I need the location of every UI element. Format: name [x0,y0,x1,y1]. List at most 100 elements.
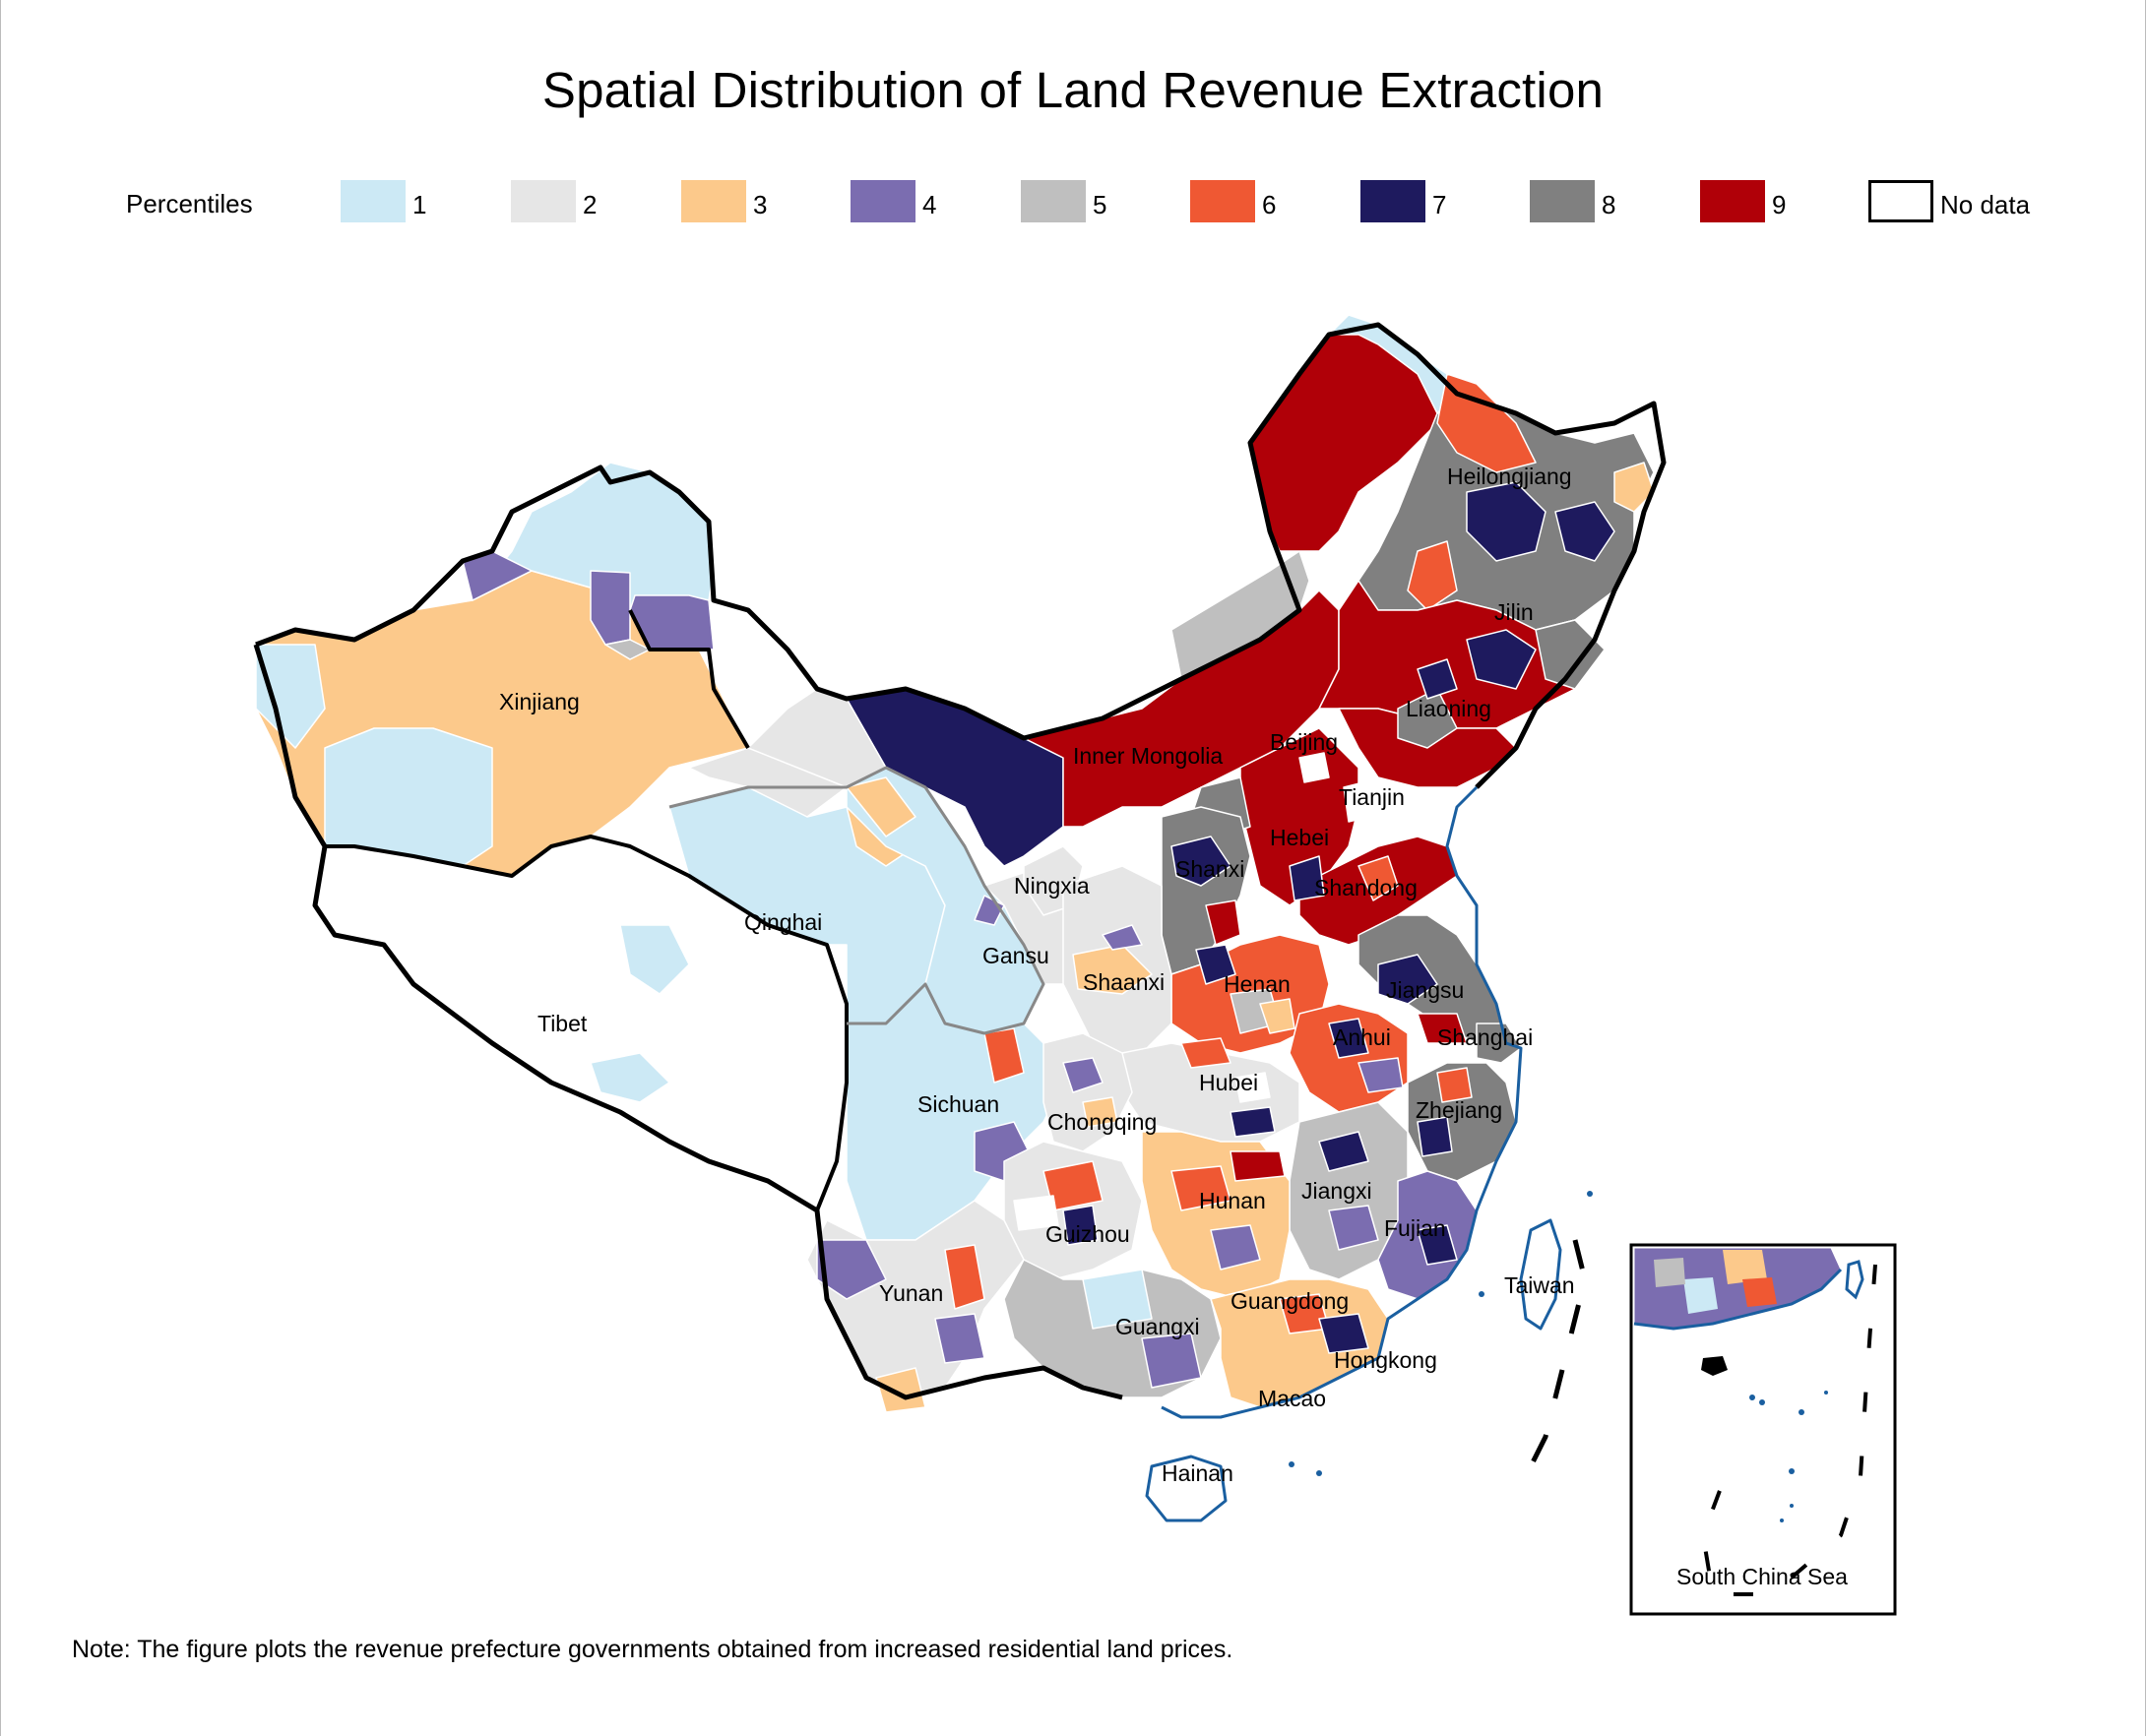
label-jilin: Jilin [1494,599,1534,625]
label-sichuan: Sichuan [917,1091,999,1117]
region-jiangsu-9 [1417,1013,1468,1044]
region-zhejiang-7 [1417,1116,1453,1157]
legend-swatch-5 [1021,180,1086,222]
region-guangxi-1 [1082,1269,1153,1330]
label-hubei: Hubei [1199,1070,1258,1095]
inset-island-2 [1759,1399,1765,1405]
region-hebei [1239,727,1359,906]
inset-mainland-5 [1654,1258,1685,1287]
legend-label-5: 5 [1093,190,1107,219]
label-beijing: Beijing [1270,729,1338,755]
region-guizhou-7 [1062,1205,1099,1246]
legend-swatch-no-data [1868,180,1933,222]
figure-note: Note: The figure plots the revenue prefe… [72,1636,1233,1663]
legend-label-8: 8 [1602,190,1616,219]
legend-swatch-1 [341,180,406,222]
inset-mainland-6 [1742,1277,1777,1307]
region-heilongjiang-3 [1613,462,1655,513]
region-yunnan-3 [875,1367,926,1413]
legend-swatch-9 [1700,180,1765,222]
label-fujian: Fujian [1384,1215,1446,1241]
inset-mainland-1 [1683,1277,1718,1314]
label-ningxia: Ningxia [1014,873,1090,899]
region-yunnan-4a [816,1239,887,1300]
inset-island-3 [1799,1409,1804,1415]
label-macao: Macao [1258,1386,1326,1411]
region-beijing [1298,752,1330,783]
region-hubei-6 [1180,1037,1231,1069]
inset-island-1 [1749,1395,1755,1400]
region-hainan [1145,1455,1228,1522]
legend-label-9: 9 [1772,190,1787,219]
boundaries [253,322,1667,1419]
sea-island-3 [1479,1291,1484,1297]
region-shaanxi-4 [1102,924,1143,951]
region-jiangxi-4 [1328,1205,1379,1251]
region-hubei-nodata [1234,1072,1271,1103]
label-qinghai: Qinghai [744,909,822,935]
legend-label-no-data: No data [1940,190,2031,219]
region-heilongjiang-7b [1554,501,1615,562]
region-shandong-7 [1289,855,1325,901]
inset-island-7 [1824,1391,1828,1395]
legend-label-1: 1 [412,190,427,219]
legend-swatch-2 [511,180,576,222]
nine-dash-line-main [1518,1239,1588,1488]
region-guizhou-nodata [1013,1195,1059,1231]
legend-swatch-6 [1190,180,1255,222]
region-xinjiang-west [255,644,326,749]
sea-island-2 [1316,1470,1322,1476]
inset-island-6 [1780,1519,1784,1522]
region-shanxi-9 [1205,899,1241,946]
label-gansu: Gansu [982,943,1049,968]
region-chongqing-4 [1062,1057,1104,1093]
region-guangxi-4 [1141,1333,1202,1389]
region-tibet-spot-1 [590,1052,670,1103]
region-jilin-8 [1535,619,1606,690]
sea-island-1 [1289,1461,1294,1467]
label-heilongjiang: Heilongjiang [1447,464,1572,489]
label-xinjiang: Xinjiang [499,689,580,714]
region-anhui-7 [1328,1018,1369,1059]
region-jilin-7 [1466,629,1537,690]
region-tibet [295,837,847,1210]
land-fill [255,314,1655,1522]
sea-islands [1289,1191,1593,1476]
region-yunnan-4b [934,1313,985,1364]
legend-title: Percentiles [126,189,253,218]
region-jiangsu-7 [1377,954,1438,1005]
region-anhui-4 [1357,1057,1404,1093]
legend-label-4: 4 [922,190,937,219]
region-henan-3 [1259,998,1295,1034]
label-hebei: Hebei [1270,825,1329,850]
region-guangdong-7 [1318,1313,1369,1354]
province-labels: Xinjiang Tibet Qinghai Gansu Ningxia Inn… [499,464,1575,1486]
label-anhui: Anhui [1333,1024,1391,1050]
legend-swatch-4 [851,180,915,222]
region-shandong-6 [1357,855,1399,901]
label-tianjin: Tianjin [1339,784,1405,810]
inset-label: South China Sea [1676,1564,1848,1589]
label-yunan: Yunan [879,1280,943,1306]
province-border-xinjiang-east [628,609,750,750]
legend-label-7: 7 [1432,190,1447,219]
sea-island-4 [1587,1191,1593,1197]
region-jiangxi-7 [1318,1131,1369,1172]
region-hubei-7 [1230,1106,1276,1138]
region-zhejiang-6 [1436,1067,1473,1103]
inset-taiwan [1845,1260,1864,1300]
region-shanxi-7 [1170,836,1231,887]
label-shanghai: Shanghai [1437,1024,1533,1050]
label-guangdong: Guangdong [1231,1288,1349,1314]
label-hunan: Hunan [1199,1188,1266,1213]
label-inner-mongolia: Inner Mongolia [1073,743,1223,769]
region-hunan-9 [1230,1150,1286,1182]
legend-swatch-3 [681,180,746,222]
legend-swatch-8 [1530,180,1595,222]
region-hunan-4 [1210,1224,1261,1271]
label-shanxi: Shanxi [1175,856,1244,882]
label-zhejiang: Zhejiang [1416,1097,1502,1123]
region-inner-mongolia-w3 [846,776,916,837]
inset-islands [1749,1391,1828,1522]
